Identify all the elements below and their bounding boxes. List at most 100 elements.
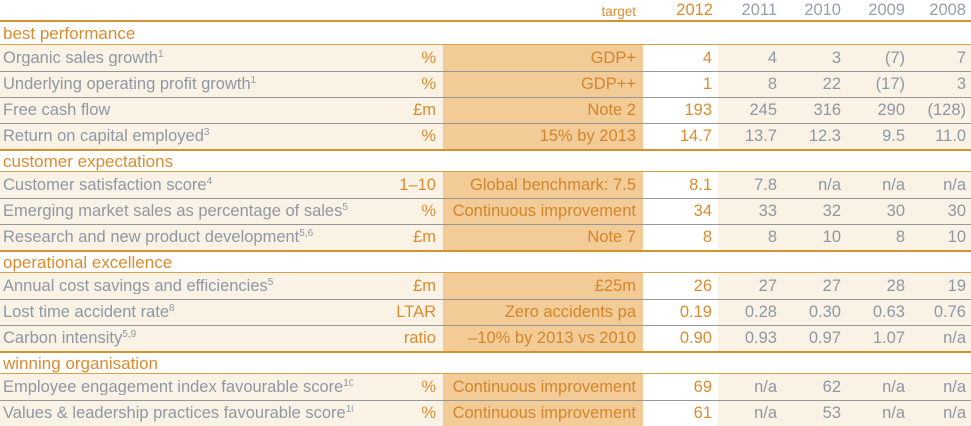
metric-label: Research and new product development5,6: [0, 229, 353, 246]
section-header-row: winning organisation: [0, 351, 971, 374]
year-header-2009: 2009: [868, 0, 905, 19]
value-2010: 0.97: [808, 329, 841, 348]
metric-label: Employee engagement index favourable sco…: [0, 379, 353, 396]
metric-target: GDP++: [443, 72, 643, 97]
value-2010: 62: [822, 377, 841, 396]
value-2010: 27: [822, 276, 841, 295]
metric-target: Continuous improvement: [443, 199, 643, 224]
metric-label-text: Employee engagement index favourable sco…: [3, 378, 344, 396]
metric-label: Lost time accident rate8: [0, 304, 353, 321]
metric-target: 15% by 2013: [443, 124, 643, 149]
metric-label-text: Values & leadership practices favourable…: [3, 405, 346, 422]
target-column-header: target: [601, 3, 636, 19]
value-2010: 53: [822, 404, 841, 423]
value-2008: 7: [956, 48, 966, 67]
year-header-2012: 2012: [676, 0, 713, 19]
table-row: Free cash flow £m Note 2 193 245 316 290…: [0, 97, 971, 123]
table-row: Research and new product development5,6 …: [0, 224, 971, 250]
metric-unit: LTAR: [396, 303, 436, 322]
metric-unit: £m: [413, 101, 436, 120]
value-2008: (128): [927, 101, 966, 120]
value-2011: 245: [749, 101, 777, 120]
section-title: best performance: [3, 23, 136, 43]
value-2011: 27: [758, 276, 777, 295]
metric-footnote: 1: [158, 49, 164, 60]
metric-target: GDP+: [443, 45, 643, 71]
value-2012: 61: [643, 401, 718, 426]
metric-footnote: 10: [343, 378, 353, 389]
value-2009: 0.63: [872, 303, 905, 322]
metric-label: Free cash flow: [0, 102, 353, 119]
metric-unit: £m: [413, 276, 436, 295]
value-2008: n/a: [943, 329, 966, 348]
value-2012: 0.90: [643, 326, 718, 351]
value-2009: n/a: [882, 377, 905, 396]
table-row: Annual cost savings and efficiencies5 £m…: [0, 273, 971, 299]
value-2011: 33: [758, 202, 777, 221]
value-2010: 22: [822, 75, 841, 94]
section-header-row: customer expectations: [0, 149, 971, 172]
metric-unit: %: [421, 377, 436, 396]
value-2008: 19: [947, 276, 966, 295]
value-2011: 8: [767, 75, 777, 94]
section-header-row: best performance: [0, 22, 971, 45]
value-2010: 32: [822, 202, 841, 221]
metric-footnote: 4: [206, 176, 213, 187]
metric-unit: £m: [413, 228, 436, 247]
value-2009: 290: [877, 101, 905, 120]
metric-target: Zero accidents pa: [443, 300, 643, 325]
metric-target: Continuous improvement: [443, 401, 643, 426]
table-row: Carbon intensity5,9 ratio –10% by 2013 v…: [0, 325, 971, 351]
value-2009: 8: [895, 228, 905, 247]
metric-target: Global benchmark: 7.5: [443, 172, 643, 198]
value-2008: 11.0: [935, 127, 966, 146]
metric-label: Carbon intensity5,9: [0, 330, 353, 347]
value-2009: n/a: [882, 175, 905, 194]
metric-label-text: Annual cost savings and efficiencies: [3, 277, 268, 295]
table-row: Return on capital employed3 % 15% by 201…: [0, 123, 971, 149]
metric-unit: %: [421, 404, 436, 423]
value-2012: 34: [643, 199, 718, 224]
table-row: Emerging market sales as percentage of s…: [0, 198, 971, 224]
value-2008: n/a: [943, 404, 966, 423]
metric-footnote: 5,9: [122, 330, 137, 341]
table-row: Values & leadership practices favourable…: [0, 400, 971, 426]
metric-label-text: Organic sales growth: [3, 49, 158, 67]
value-2008: 30: [947, 202, 966, 221]
metric-label: Return on capital employed3: [0, 128, 353, 145]
value-2011: 4: [767, 48, 777, 67]
value-2008: n/a: [943, 175, 966, 194]
metric-unit: %: [421, 48, 436, 67]
metric-label-text: Research and new product development: [3, 229, 300, 246]
section-title: operational excellence: [3, 252, 173, 272]
year-header-2008: 2008: [929, 0, 966, 19]
value-2012: 1: [643, 72, 718, 97]
value-2009: 28: [886, 276, 905, 295]
value-2010: 10: [822, 228, 841, 247]
value-2008: 10: [947, 228, 966, 247]
value-2012: 0.19: [643, 300, 718, 325]
metric-label: Organic sales growth1: [0, 50, 353, 67]
value-2010: 0.30: [808, 303, 841, 322]
table-row: Organic sales growth1 % GDP+ 4 4 3 (7) 7: [0, 45, 971, 71]
value-2011: 0.93: [744, 329, 777, 348]
metric-footnote: 10: [345, 405, 353, 416]
metric-unit: ratio: [403, 329, 436, 348]
metric-label-text: Underlying operating profit growth: [3, 76, 251, 93]
value-2011: 8: [767, 228, 777, 247]
table-row: Underlying operating profit growth1 % GD…: [0, 71, 971, 97]
metric-label: Values & leadership practices favourable…: [0, 405, 353, 422]
metric-label-text: Return on capital employed: [3, 128, 204, 145]
metric-unit: %: [421, 202, 436, 221]
value-2012: 26: [643, 273, 718, 299]
value-2009: (7): [884, 48, 905, 67]
metric-label-text: Carbon intensity: [3, 330, 123, 347]
metric-label: Customer satisfaction score4: [0, 177, 353, 194]
metric-label-text: Free cash flow: [3, 102, 111, 119]
value-2012: 8: [643, 225, 718, 250]
value-2009: 9.5: [882, 127, 905, 146]
value-2008: 3: [956, 75, 966, 94]
metric-target: Note 7: [443, 225, 643, 250]
value-2011: 7.8: [754, 175, 777, 194]
